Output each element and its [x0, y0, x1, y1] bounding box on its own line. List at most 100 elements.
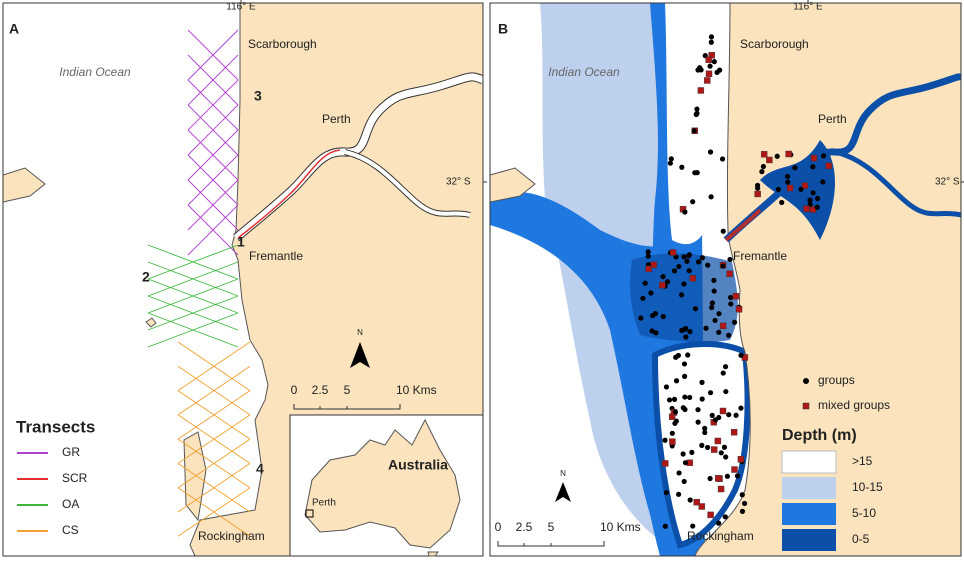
depth-legend-item: 10-15	[852, 480, 883, 494]
group-point	[660, 313, 666, 320]
transect	[147, 312, 239, 348]
mixed-group-point	[731, 466, 738, 473]
group-point	[779, 199, 785, 206]
group-point	[649, 328, 655, 334]
group-point	[679, 327, 685, 334]
group-point	[720, 228, 726, 234]
group-point	[784, 173, 791, 180]
group-point	[820, 153, 827, 159]
group-point	[755, 185, 761, 191]
mixed-group-point	[669, 249, 677, 256]
transect	[187, 29, 239, 81]
zone-number: 2	[142, 269, 150, 285]
group-point	[810, 164, 816, 170]
group-point	[695, 407, 701, 413]
group-point	[702, 429, 708, 436]
group-point	[699, 442, 705, 449]
mixed-group-point	[715, 475, 722, 482]
group-point	[681, 361, 688, 367]
group-point	[711, 59, 717, 65]
group-point	[638, 315, 644, 321]
scale-label: 5	[548, 520, 555, 534]
zone-number: 4	[256, 461, 264, 477]
transect	[177, 390, 251, 440]
group-point	[716, 311, 722, 317]
group-point	[691, 128, 697, 134]
group-point	[760, 163, 766, 170]
transect	[187, 154, 239, 206]
group-point	[702, 425, 708, 431]
group-point	[662, 437, 668, 443]
group-point	[685, 352, 691, 358]
place-label: Perth	[322, 112, 351, 126]
mixed-group-point	[705, 56, 712, 63]
group-point	[820, 179, 826, 185]
panel-b-map	[490, 3, 961, 556]
transect	[187, 129, 239, 181]
mixed-group-point	[714, 437, 722, 445]
group-point	[807, 197, 813, 203]
group-point	[775, 186, 781, 193]
sighting-points	[638, 34, 832, 529]
group-point	[727, 256, 733, 263]
group-point	[705, 444, 711, 451]
mixed-group-point	[786, 184, 794, 192]
group-point	[711, 288, 717, 294]
place-label: Perth	[818, 112, 847, 126]
group-point	[707, 63, 713, 69]
transect	[177, 341, 251, 391]
north-label: N	[357, 328, 363, 337]
group-point	[699, 379, 705, 386]
symbol-legend-item: mixed groups	[818, 398, 890, 412]
scale-label: 0	[495, 520, 502, 534]
group-point	[692, 170, 698, 176]
group-point	[712, 317, 718, 324]
ocean-label: Indian Ocean	[548, 65, 620, 79]
longitude-label: 116° E	[793, 2, 823, 13]
transect	[177, 463, 251, 513]
group-point	[684, 258, 690, 264]
transect	[147, 295, 239, 331]
mixed-group-point	[754, 190, 761, 198]
group-point	[716, 414, 722, 421]
inset-map: Australia Perth	[289, 414, 484, 557]
group-point	[716, 329, 722, 335]
group-point	[676, 470, 682, 476]
group-point	[785, 179, 791, 185]
group-point	[686, 268, 692, 274]
mixed-group-point	[735, 306, 743, 313]
group-point	[683, 334, 689, 340]
group-point	[714, 69, 720, 75]
group-point	[726, 332, 732, 338]
group-point	[695, 259, 702, 265]
scale-label: 0	[291, 383, 298, 397]
mixed-group-point	[669, 438, 676, 445]
group-point	[739, 508, 746, 514]
place-label: Fremantle	[733, 249, 787, 263]
group-point	[680, 451, 686, 457]
group-point	[666, 397, 673, 403]
group-point	[645, 253, 651, 259]
group-point	[694, 110, 700, 116]
mixed-group-point	[705, 70, 713, 78]
group-point	[667, 160, 673, 166]
group-point	[662, 523, 668, 529]
group-point	[695, 419, 701, 425]
mixed-group-point	[766, 156, 773, 164]
group-point	[709, 412, 715, 418]
group-point	[686, 253, 692, 259]
group-point	[733, 412, 739, 418]
group-point	[673, 354, 679, 360]
group-point	[681, 281, 687, 287]
group-point	[738, 352, 744, 358]
panel-frame	[2, 2, 484, 557]
group-point	[711, 277, 717, 284]
scale-label: 2.5	[312, 383, 329, 397]
mixed-group-point	[825, 162, 832, 170]
group-point	[718, 450, 724, 456]
group-point	[739, 492, 745, 498]
group-point	[645, 249, 651, 255]
zone-number: 3	[254, 88, 262, 104]
group-point	[721, 444, 728, 450]
latitude-label: 32° S	[935, 177, 960, 188]
